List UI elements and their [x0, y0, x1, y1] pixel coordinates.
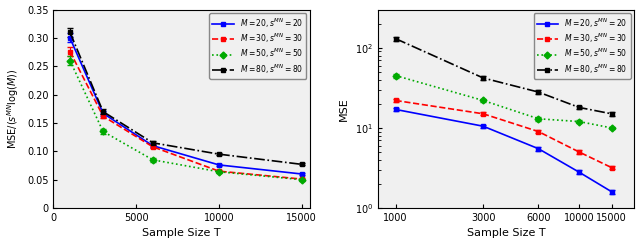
Legend: $M=20, s^{MN}=20$, $M=30, s^{MN}=30$, $M=50, s^{MN}=50$, $M=80, s^{MN}=80$: $M=20, s^{MN}=20$, $M=30, s^{MN}=30$, $M…	[209, 13, 306, 79]
Y-axis label: $\mathrm{MSE}/(s^{MN}\log(M))$: $\mathrm{MSE}/(s^{MN}\log(M))$	[6, 69, 21, 149]
Legend: $M=20, s^{MN}=20$, $M=30, s^{MN}=30$, $M=50, s^{MN}=50$, $M=80, s^{MN}=80$: $M=20, s^{MN}=20$, $M=30, s^{MN}=30$, $M…	[534, 13, 630, 79]
X-axis label: Sample Size T: Sample Size T	[143, 228, 221, 238]
Y-axis label: MSE: MSE	[339, 97, 349, 121]
X-axis label: Sample Size T: Sample Size T	[467, 228, 545, 238]
